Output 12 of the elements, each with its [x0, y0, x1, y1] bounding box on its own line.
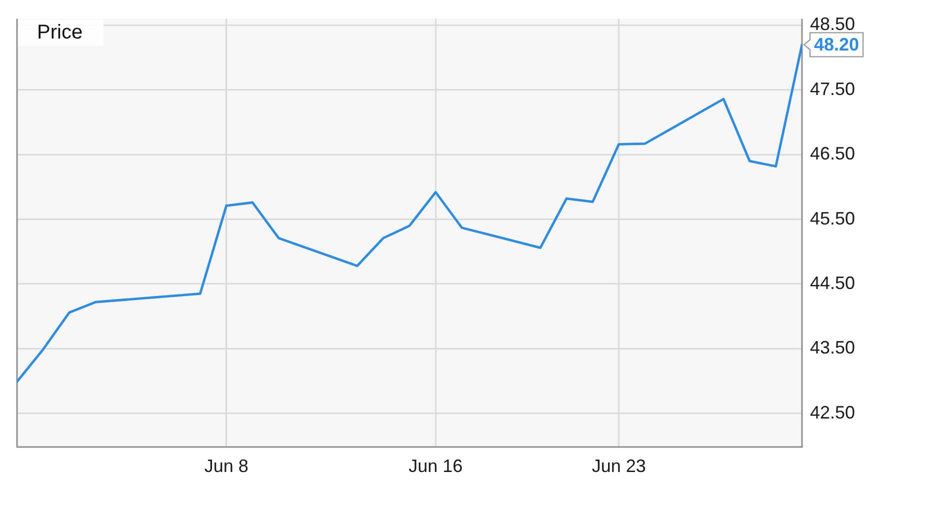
chart-title: Price [37, 21, 83, 44]
y-tick-label: 44.50 [810, 272, 856, 293]
x-tick-label: Jun 16 [408, 456, 463, 476]
x-tick-label: Jun 8 [204, 456, 248, 476]
x-tick-label: Jun 23 [592, 456, 646, 476]
y-tick-label: 42.50 [810, 402, 856, 422]
y-tick-label: 45.50 [810, 208, 856, 228]
y-tick-label: 46.50 [810, 144, 856, 164]
y-tick-label: 48.50 [810, 14, 856, 34]
data-label: 48.20 [814, 34, 860, 55]
y-tick-label: 47.50 [810, 78, 856, 99]
y-tick-label: 43.50 [810, 338, 856, 358]
